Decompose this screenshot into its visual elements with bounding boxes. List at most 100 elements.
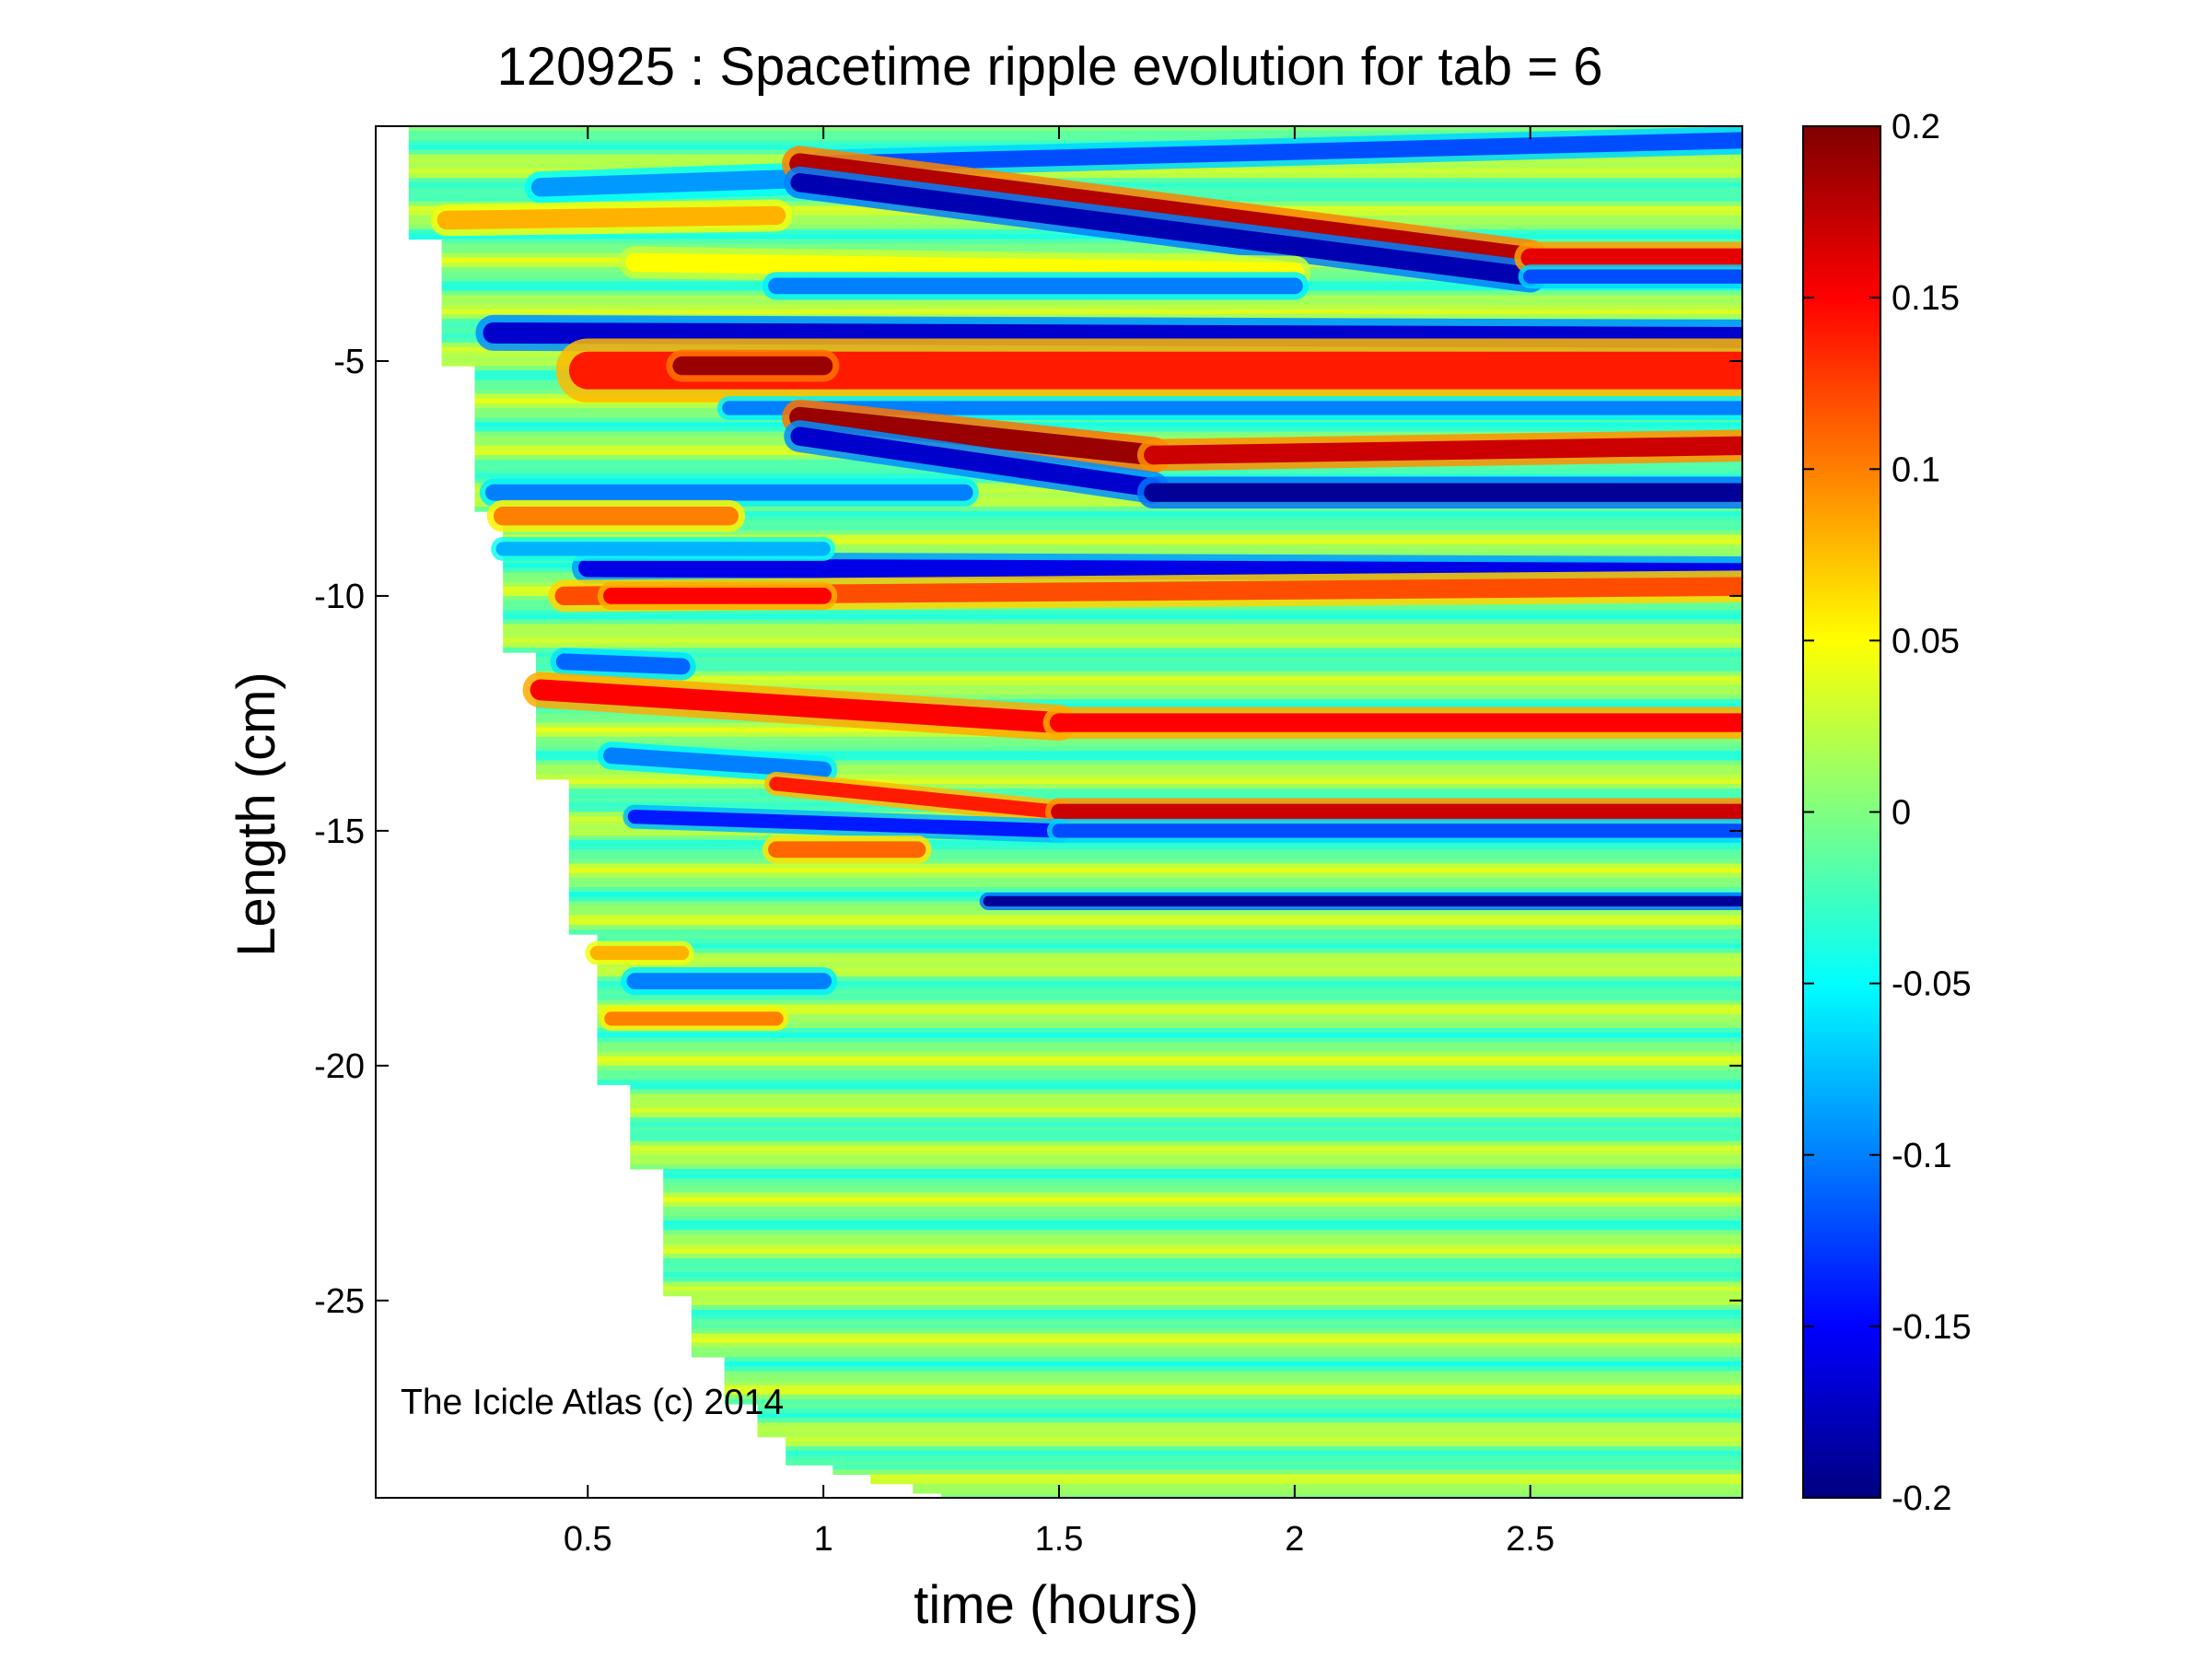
heatmap-row: [597, 986, 1742, 991]
heatmap-row: [597, 943, 1742, 949]
heatmap-row: [724, 1398, 1742, 1405]
heatmap-row: [474, 501, 1742, 508]
colorbar-tick-label: 0.15: [1892, 279, 1960, 318]
heatmap-row: [663, 1234, 1742, 1241]
heatmap-row: [536, 746, 1742, 752]
ripple-track: [790, 426, 1163, 497]
heatmap-row: [536, 666, 1742, 672]
heatmap-row: [597, 1065, 1742, 1071]
heatmap-row: [536, 765, 1742, 771]
heatmap: [408, 126, 1742, 1498]
heatmap-row: [597, 957, 1742, 964]
heatmap-row: [630, 1103, 1742, 1109]
heatmap-row: [441, 314, 1742, 320]
heatmap-row: [597, 1018, 1742, 1024]
colorbar-ticks: 0.2 0.15 0.1 0.05 0 -0.05 -0.1 -0.15 -0.2: [1803, 108, 1972, 1518]
heatmap-row: [441, 304, 1742, 310]
heatmap-row: [757, 1418, 1742, 1423]
heatmap-row: [870, 1474, 1742, 1480]
heatmap-row: [503, 610, 1742, 615]
heatmap-row: [786, 1455, 1742, 1461]
heatmap-row: [597, 1013, 1742, 1020]
heatmap-row: [630, 1140, 1742, 1147]
heatmap-row: [503, 605, 1742, 611]
heatmap-row: [597, 1080, 1742, 1085]
heatmap-row: [663, 1253, 1742, 1259]
heatmap-row: [663, 1286, 1742, 1292]
heatmap-row: [536, 769, 1742, 776]
heatmap-row: [597, 976, 1742, 982]
colorbar-tick-label: 0: [1892, 794, 1911, 833]
heatmap-row: [597, 1033, 1742, 1038]
heatmap-row: [503, 534, 1742, 541]
heatmap-row: [691, 1295, 1742, 1302]
heatmap-row: [630, 1093, 1742, 1100]
heatmap-row: [568, 859, 1742, 865]
heatmap-row: [691, 1314, 1742, 1320]
heatmap-row: [663, 1174, 1742, 1179]
heatmap-row: [832, 1469, 1742, 1476]
heatmap-row: [757, 1408, 1742, 1414]
heatmap-row: [786, 1441, 1742, 1447]
heatmap-row: [503, 642, 1742, 648]
heatmap-row: [663, 1221, 1742, 1226]
annotation-copyright: The Icicle Atlas (c) 2014: [401, 1383, 784, 1422]
heatmap-row: [663, 1263, 1742, 1268]
heatmap-row: [597, 952, 1742, 959]
heatmap-row: [663, 1210, 1742, 1217]
heatmap-row: [786, 1436, 1742, 1443]
heatmap-row: [691, 1310, 1742, 1315]
plot-area: 0.5 1 1.5 2 2.5 -5 -10 -15 -20 -25: [314, 125, 1743, 1559]
heatmap-row: [663, 1192, 1742, 1198]
heatmap-row: [663, 1201, 1742, 1208]
heatmap-row: [724, 1389, 1742, 1396]
heatmap-row: [663, 1291, 1742, 1297]
heatmap-row: [503, 543, 1742, 550]
heatmap-row: [408, 173, 1742, 179]
heatmap-row: [663, 1272, 1742, 1278]
x-axis-label: time (hours): [914, 1575, 1198, 1635]
heatmap-row: [630, 1122, 1742, 1127]
heatmap-row: [503, 624, 1742, 630]
heatmap-row: [757, 1404, 1742, 1409]
heatmap-row: [503, 614, 1742, 620]
heatmap-row: [597, 971, 1742, 977]
heatmap-row: [503, 525, 1742, 532]
ripple-track: [789, 153, 1542, 269]
heatmap-row: [408, 126, 1742, 132]
heatmap-row: [663, 1187, 1742, 1194]
heatmap-row: [536, 699, 1742, 705]
x-tick-label: 1.5: [1035, 1520, 1084, 1559]
heatmap-row: [786, 1460, 1742, 1466]
heatmap-row: [630, 1154, 1742, 1161]
ripple-track: [555, 653, 691, 675]
heatmap-row: [630, 1159, 1742, 1165]
heatmap-row: [630, 1131, 1742, 1137]
heatmap-row: [663, 1268, 1742, 1273]
heatmap-row: [691, 1338, 1742, 1344]
heatmap-row: [691, 1351, 1742, 1358]
heatmap-row: [536, 774, 1742, 780]
heatmap-row: [663, 1281, 1742, 1288]
heatmap-row: [691, 1304, 1742, 1311]
heatmap-row: [474, 422, 1742, 427]
heatmap-row: [536, 657, 1742, 662]
heatmap-row: [724, 1394, 1742, 1400]
heatmap-row: [832, 1465, 1742, 1470]
heatmap-row: [757, 1431, 1742, 1438]
x-tick-label: 2: [1285, 1520, 1304, 1559]
y-tick-label: -20: [314, 1047, 365, 1086]
ripple-track: [790, 172, 1540, 286]
heatmap-row: [630, 1089, 1742, 1095]
heatmap-row: [663, 1277, 1742, 1282]
heatmap-row: [568, 915, 1742, 921]
colorbar: 0.2 0.15 0.1 0.05 0 -0.05 -0.1 -0.15 -0.2: [1802, 108, 1972, 1518]
heatmap-row: [536, 695, 1742, 700]
heatmap-row: [597, 981, 1742, 987]
heatmap-row: [536, 652, 1742, 658]
heatmap-row: [568, 882, 1742, 888]
ripple-track: [603, 747, 832, 778]
heatmap-row: [568, 877, 1742, 883]
heatmap-row: [536, 684, 1742, 691]
heatmap-row: [568, 840, 1742, 846]
